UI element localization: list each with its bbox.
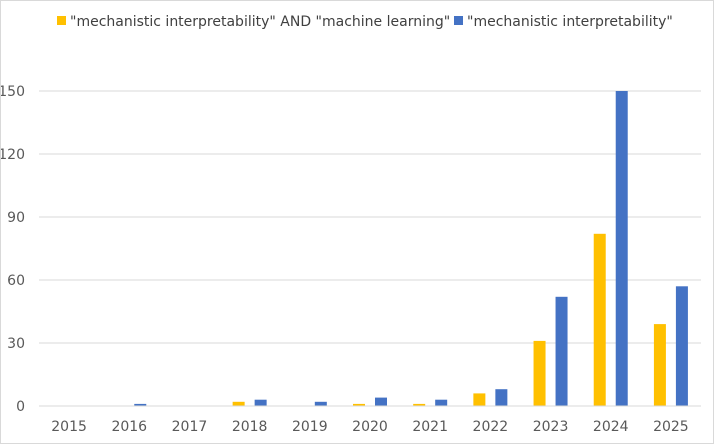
y-axis-tick-labels: 0 30 60 90 120 150 bbox=[1, 84, 25, 415]
x-tick-label: 2019 bbox=[292, 419, 328, 435]
x-tick-label: 2020 bbox=[352, 419, 388, 435]
bar-series-1-2024 bbox=[593, 233, 606, 406]
x-tick-label: 2016 bbox=[111, 419, 147, 435]
x-tick-label: 2024 bbox=[593, 419, 629, 435]
y-tick-label: 90 bbox=[7, 210, 25, 226]
bar-series-2-2018 bbox=[254, 399, 267, 406]
bar-series-2-2022 bbox=[495, 389, 508, 406]
bar-series-1-2022 bbox=[473, 393, 486, 406]
bar-series-1-2020 bbox=[353, 403, 365, 406]
bar-series-2-2019 bbox=[314, 401, 327, 406]
x-tick-label: 2018 bbox=[232, 419, 268, 435]
x-tick-label: 2017 bbox=[172, 419, 208, 435]
bar-series-1-2023 bbox=[533, 340, 546, 406]
bar-series-2-2025 bbox=[675, 286, 688, 406]
x-tick-label: 2025 bbox=[653, 419, 689, 435]
bar-series-1-2018 bbox=[232, 401, 245, 406]
gridlines bbox=[39, 90, 701, 344]
y-tick-label: 60 bbox=[7, 273, 25, 289]
bars bbox=[134, 91, 688, 406]
x-tick-label: 2015 bbox=[51, 419, 87, 435]
legend-swatch-series-1 bbox=[57, 16, 66, 25]
x-tick-label: 2023 bbox=[533, 419, 569, 435]
legend-label-series-2: "mechanistic interpretability" bbox=[467, 14, 673, 30]
y-tick-label: 0 bbox=[16, 399, 25, 415]
x-axis-tick-labels: 2015 2016 2017 2018 2019 2020 2021 2022 2023 2024… bbox=[51, 419, 688, 435]
bar-series-2-2016 bbox=[134, 403, 147, 406]
bar-series-2-2021 bbox=[435, 399, 448, 406]
legend-swatch-series-2 bbox=[454, 16, 463, 25]
legend-label-series-1: "mechanistic interpretability" AND "mach… bbox=[70, 14, 450, 30]
bar-series-2-2024 bbox=[615, 91, 628, 406]
bar-series-2-2023 bbox=[555, 296, 568, 406]
x-tick-label: 2021 bbox=[412, 419, 448, 435]
bar-series-1-2025 bbox=[653, 324, 666, 406]
y-tick-label: 30 bbox=[7, 336, 25, 352]
x-tick-label: 2022 bbox=[473, 419, 509, 435]
y-tick-label: 150 bbox=[1, 84, 25, 100]
bar-series-1-2021 bbox=[413, 403, 426, 406]
legend: "mechanistic interpretability" AND "mach… bbox=[57, 14, 673, 30]
y-tick-label: 120 bbox=[1, 147, 25, 163]
bar-series-2-2020 bbox=[375, 397, 387, 406]
